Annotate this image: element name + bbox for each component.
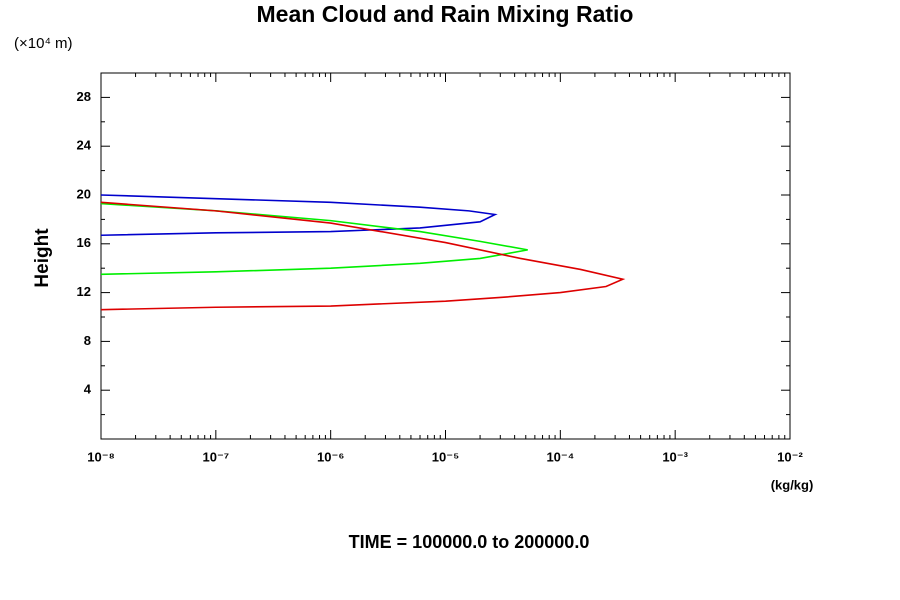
y-tick-label: 16 (77, 235, 91, 250)
y-tick-label: 8 (84, 333, 91, 348)
x-axis-label: (kg/kg) (771, 477, 814, 492)
y-tick-label: 24 (77, 138, 92, 153)
x-tick-label: 10⁻² (777, 449, 803, 464)
chart-title: Mean Cloud and Rain Mixing Ratio (257, 1, 634, 27)
y-axis-label: Height (32, 228, 53, 288)
y-tick-label: 28 (77, 89, 91, 104)
x-tick-label: 10⁻⁵ (432, 449, 459, 464)
x-tick-label: 10⁻⁸ (87, 449, 114, 464)
footer: TIME = 100000.0 to 200000.0 (349, 532, 590, 552)
x-tick-label: 10⁻⁷ (202, 449, 229, 464)
x-tick-label: 10⁻⁴ (546, 449, 574, 464)
x-tick-label: 10⁻³ (662, 449, 688, 464)
series-line (100, 194, 498, 237)
y-unit-note: (×10⁴ m) (14, 35, 73, 52)
series-line (100, 201, 626, 311)
y-tick-label: 12 (77, 284, 91, 299)
series-line (100, 202, 528, 276)
y-tick-label: 20 (77, 186, 91, 201)
x-tick-label: 10⁻⁶ (317, 449, 344, 464)
plot-frame (100, 72, 791, 440)
y-tick-label: 4 (84, 382, 92, 397)
